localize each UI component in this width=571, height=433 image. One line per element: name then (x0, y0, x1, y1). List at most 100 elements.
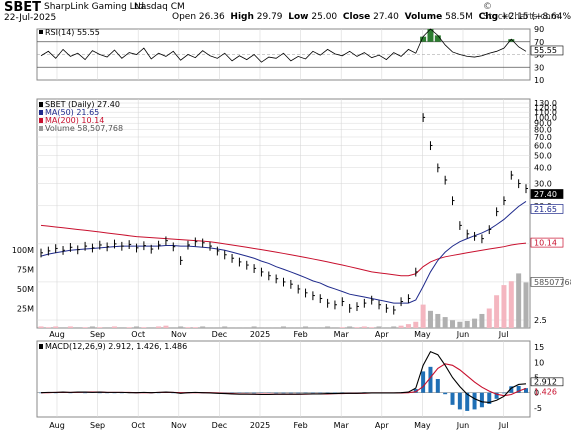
price-legend-ma200: MA(200) 10.14 (45, 116, 104, 125)
macd-histogram-bar (281, 392, 286, 394)
macd-histogram-bar (112, 392, 117, 394)
x-tick-label: Aug (49, 421, 65, 430)
volume-bar (332, 327, 338, 328)
company-name: SharpLink Gaming Ltd. (44, 2, 147, 12)
volume-bar (214, 327, 220, 328)
macd-tick-label: -5 (534, 404, 542, 413)
volume-bar (516, 273, 522, 328)
rsi-overbought-fill (508, 39, 515, 42)
volume-bar (119, 327, 125, 328)
rsi-tick-label: 90 (534, 25, 544, 34)
macd-histogram-bar (83, 392, 88, 394)
volume-bar (141, 327, 147, 328)
x-tick-label: 2025 (250, 421, 270, 430)
chg-value: +2.15 (+8.64%) (501, 12, 571, 22)
volume-bar (361, 326, 367, 328)
volume-tick-label: 100M (12, 246, 34, 255)
macd-histogram-bar (457, 392, 462, 410)
macd-histogram-bar (479, 392, 484, 408)
low-label: Low (288, 12, 309, 22)
volume-bar (523, 282, 529, 328)
volume-bar (310, 327, 316, 328)
x-tick-label: Sep (90, 421, 105, 430)
volume-bar (281, 326, 286, 328)
volume-bar (45, 327, 51, 328)
macd-histogram-bar (465, 392, 470, 411)
x-tick-label: May (414, 330, 431, 339)
macd-histogram-bar (288, 392, 293, 394)
volume-bar (60, 327, 66, 328)
volume-last-label-box (530, 277, 564, 287)
volume-bar (427, 310, 433, 328)
volume-bar (244, 327, 250, 328)
volume-bar (339, 327, 345, 328)
x-tick-label: Apr (375, 421, 390, 430)
x-tick-label: Mar (334, 330, 350, 339)
rsi-legend-swatch (39, 30, 43, 34)
volume-bar (420, 304, 426, 328)
rsi-value-label: 55.55 (534, 46, 557, 55)
macd-histogram-bar (97, 392, 102, 394)
high-value: 29.79 (256, 12, 283, 22)
macd-histogram-bar (524, 388, 528, 393)
volume-bar (222, 326, 228, 328)
price-legend-swatch (39, 102, 43, 107)
volume-bar (405, 324, 411, 328)
volume-bar (156, 326, 162, 328)
volume-bar (148, 327, 154, 328)
macd-histogram-bar (296, 392, 301, 394)
volume-bar (273, 327, 279, 328)
volume-bar (442, 317, 448, 328)
volume-bar (126, 327, 132, 328)
volume-bar (258, 327, 264, 328)
price-legend-swatch (39, 126, 43, 131)
price-last-label: 27.40 (534, 190, 557, 199)
macd-histogram-bar (156, 392, 161, 394)
macd-histogram-bar (501, 392, 506, 394)
rsi-overbought-fill (434, 35, 441, 42)
volume-value: 58.5M (445, 12, 473, 22)
macd-tick-label: 0 (534, 389, 539, 398)
macd-histogram-bar (516, 385, 521, 393)
macd-histogram-bar (68, 392, 73, 394)
x-tick-label: Mar (334, 421, 350, 430)
macd-tick-label: 10 (534, 358, 544, 367)
x-tick-label: May (414, 421, 431, 430)
ma200-last-label-box (530, 237, 564, 248)
x-tick-label: Dec (212, 330, 227, 339)
x-tick-label: Oct (131, 421, 145, 430)
volume-bar (229, 327, 235, 328)
ma50-last-label: 21.65 (534, 205, 557, 214)
volume-bar (200, 326, 206, 328)
volume-bar (295, 327, 301, 328)
price-tick-label: 2.5 (534, 316, 547, 325)
price-tick-label: 110.0 (534, 108, 557, 117)
volume-bar (494, 295, 500, 328)
rsi-value-box (530, 45, 564, 56)
volume-tick-label: 75M (17, 266, 34, 275)
macd-histogram-bar (487, 392, 492, 404)
rsi-title: RSI(14) 55.55 (45, 28, 100, 37)
volume-tick-label: 25M (17, 305, 34, 314)
volume-bar (288, 327, 294, 328)
close-label: Close (342, 12, 371, 22)
price-tick-label: 90.0 (534, 119, 552, 128)
brand-watermark: © StockCharts.com (483, 2, 560, 22)
x-tick-label: Nov (171, 421, 187, 430)
volume-bar (67, 326, 73, 328)
volume-bar (104, 327, 110, 328)
price-legend-swatch (39, 118, 43, 123)
macd-legend-swatch (39, 344, 43, 349)
macd-histogram-bar (421, 371, 426, 393)
x-tick-label: Aug (49, 330, 65, 339)
price-tick-label: 30.0 (534, 180, 552, 189)
macd-histogram-bar (450, 392, 455, 405)
rsi-tick-label: 70 (534, 38, 544, 47)
x-tick-label: 2025 (250, 330, 270, 339)
x-tick-label: Feb (294, 421, 308, 430)
volume-bar (303, 326, 309, 328)
macd-value-box (530, 377, 564, 387)
rsi-tick-label: 30 (534, 63, 544, 72)
ma200-last-label: 10.14 (534, 239, 557, 248)
